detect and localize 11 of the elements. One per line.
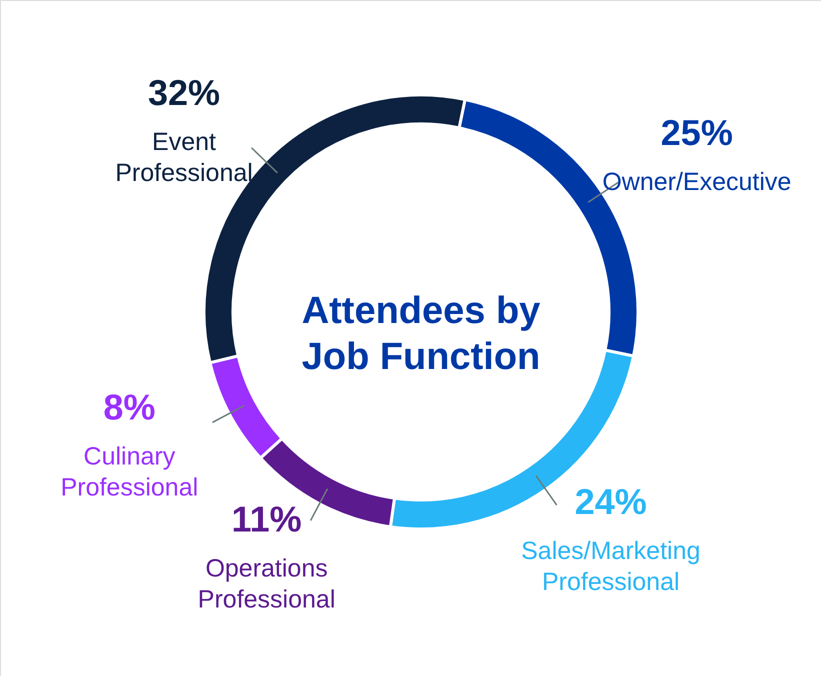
data-label: 25% — [660, 112, 733, 153]
slice-label: Operations Professional — [198, 554, 336, 614]
data-label: 32% — [148, 72, 220, 114]
data-label: 24% — [574, 480, 647, 522]
slice-label: Culinary Professional — [60, 442, 198, 502]
slice-label: Event Professional — [115, 128, 253, 188]
data-label: 8% — [103, 386, 156, 428]
data-label: 11% — [232, 498, 302, 540]
slice-label: Sales/Marketing Professional — [521, 536, 700, 596]
slice-label: Owner/Executive — [602, 168, 792, 196]
text: Attendees by Job Function — [302, 290, 540, 378]
